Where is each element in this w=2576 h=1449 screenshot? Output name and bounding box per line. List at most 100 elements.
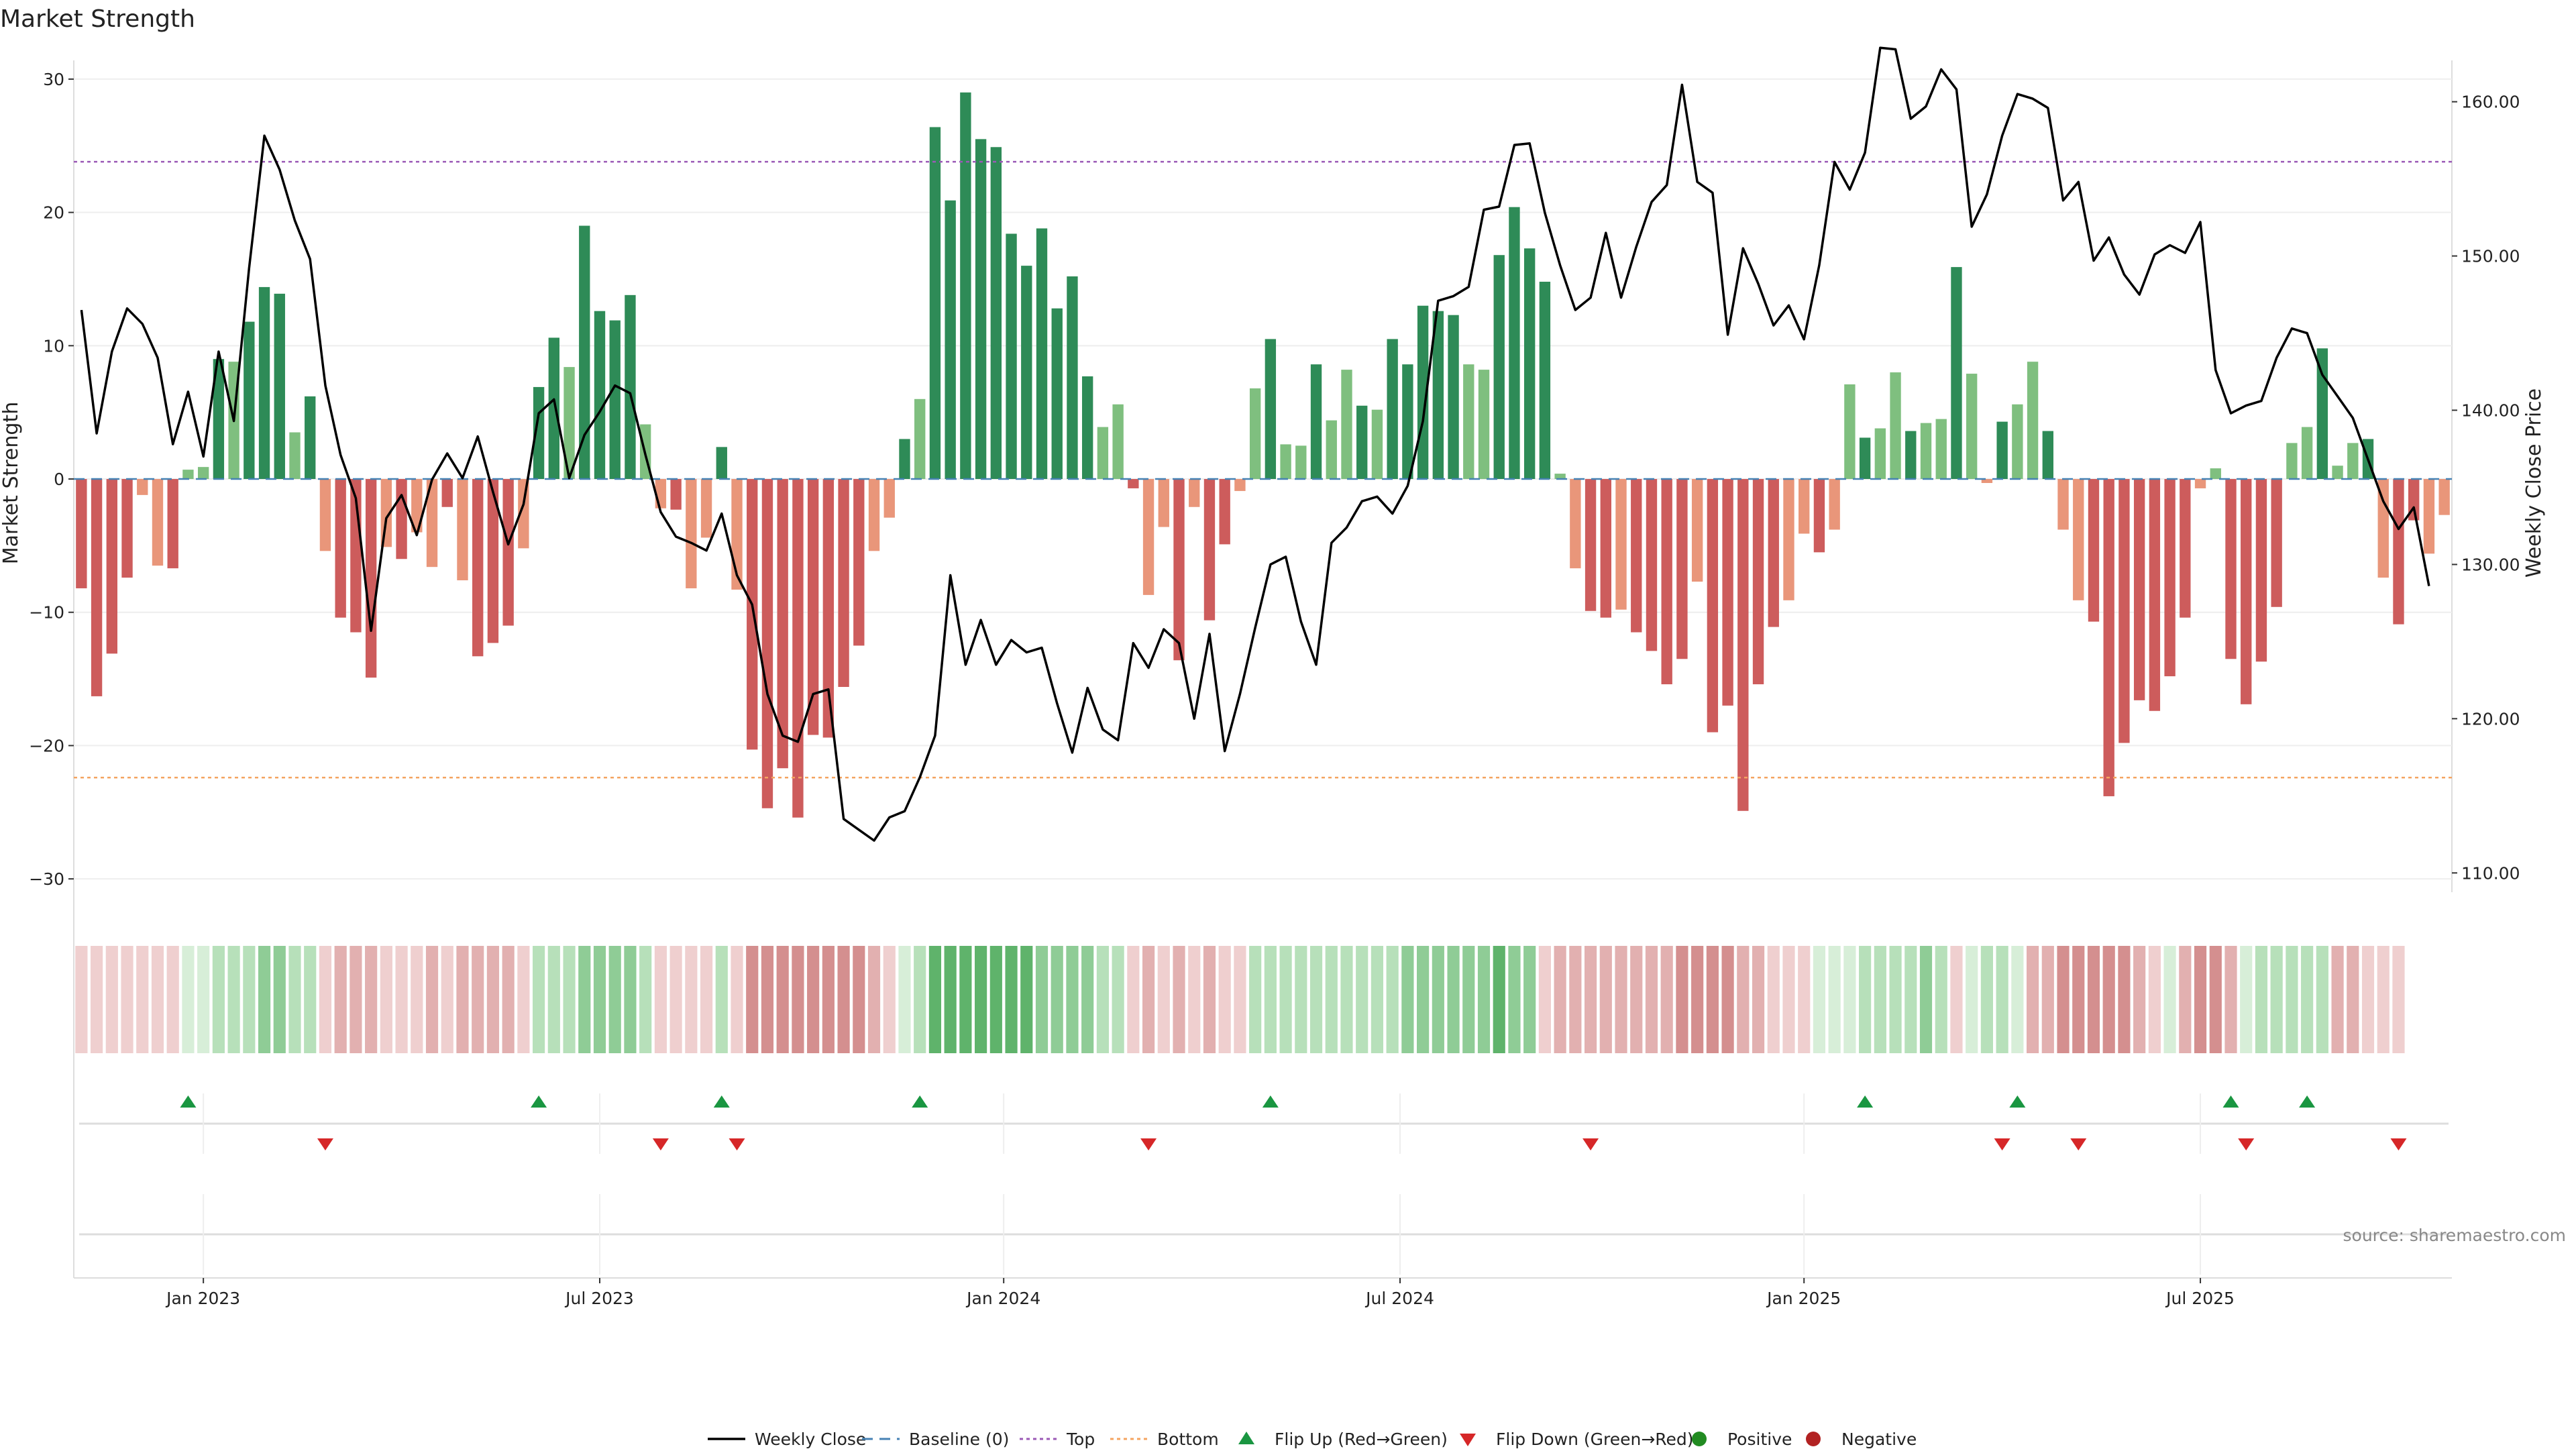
strength-bar	[472, 479, 484, 657]
heat-cell	[2194, 946, 2207, 1053]
strength-bar	[2194, 479, 2206, 488]
heat-cell	[2209, 946, 2222, 1053]
legend-label: Weekly Close	[755, 1430, 866, 1449]
heat-cell	[1599, 946, 1612, 1053]
strength-bar	[883, 479, 895, 518]
strength-bar	[335, 479, 346, 618]
strength-bar	[2255, 479, 2267, 662]
heat-cell	[1767, 946, 1780, 1053]
flip-down-marker	[317, 1138, 333, 1150]
heat-cell	[1813, 946, 1826, 1053]
strength-bar	[319, 479, 331, 551]
heat-cell	[1966, 946, 1978, 1053]
heat-cell	[1081, 946, 1094, 1053]
strength-bar	[2088, 479, 2100, 622]
strength-bar	[975, 139, 987, 480]
strength-bar	[1387, 339, 1398, 480]
heat-cell	[319, 946, 332, 1053]
heat-cell	[1279, 946, 1292, 1053]
strength-bar	[1874, 428, 1886, 480]
heat-cell	[1538, 946, 1551, 1053]
flip-down-marker	[2390, 1138, 2407, 1150]
heat-cell	[547, 946, 560, 1053]
strength-bar	[747, 479, 758, 750]
legend-swatch	[1460, 1434, 1476, 1446]
flip-down-marker	[1140, 1138, 1157, 1150]
strength-bar	[274, 293, 285, 480]
heat-cell	[1005, 946, 1018, 1053]
reference-lines	[74, 160, 2452, 779]
heat-cell	[2301, 946, 2314, 1053]
heat-cell	[975, 946, 987, 1053]
strength-bar	[1051, 308, 1063, 480]
heat-cell	[1127, 946, 1140, 1053]
strength-bar	[121, 479, 133, 578]
heat-cell	[1142, 946, 1155, 1053]
x-tick-label: Jul 2023	[564, 1289, 634, 1308]
heat-cell	[1340, 946, 1353, 1053]
strength-bar	[2073, 479, 2084, 600]
strength-bar	[1600, 479, 1611, 618]
strength-bar	[2027, 362, 2039, 480]
strength-bar	[1142, 479, 1155, 595]
heat-cell	[654, 946, 667, 1053]
strength-bar	[1128, 479, 1139, 488]
legend-label: Baseline (0)	[909, 1430, 1009, 1449]
flip-up-marker	[1262, 1095, 1279, 1108]
legend-item: Flip Down (Green→Red)	[1460, 1430, 1694, 1449]
heat-cell	[182, 946, 195, 1053]
strength-bar	[1509, 207, 1520, 480]
strength-bar	[853, 479, 865, 646]
heat-cell	[685, 946, 698, 1053]
heat-cell	[1721, 946, 1734, 1053]
heat-cell	[1249, 946, 1262, 1053]
heat-cell	[2377, 946, 2390, 1053]
heat-cell	[75, 946, 88, 1053]
flip-down-marker	[2238, 1138, 2255, 1150]
heat-cell	[792, 946, 804, 1053]
y2-tick-label: 160.00	[2461, 93, 2520, 112]
legend-item: Flip Up (Red→Green)	[1238, 1430, 1448, 1449]
strength-bar	[1158, 479, 1169, 527]
strength-bar	[1189, 479, 1200, 507]
strength-bar	[305, 396, 316, 480]
strength-bar	[716, 447, 727, 480]
strength-bar	[1783, 479, 1794, 600]
strength-bar	[182, 470, 194, 480]
flip-up-marker	[2009, 1095, 2026, 1108]
heat-cell	[1889, 946, 1902, 1053]
heat-cell	[1935, 946, 1947, 1053]
strength-bar	[426, 479, 438, 568]
strength-bar	[2438, 479, 2450, 515]
x-tick-label: Jul 2025	[2165, 1289, 2235, 1308]
heat-cell	[334, 946, 347, 1053]
strength-bar	[1265, 339, 1277, 480]
strength-bar	[441, 479, 453, 507]
heat-cell	[1173, 946, 1185, 1053]
legend: Weekly Close Baseline (0) Top Bottom Flip Up…	[708, 1430, 1917, 1449]
heat-cell	[989, 946, 1002, 1053]
strength-bar	[1356, 405, 1368, 480]
heat-cell	[1203, 946, 1216, 1053]
strength-bar	[548, 337, 559, 480]
strength-bar	[365, 479, 377, 678]
heat-cell	[1447, 946, 1460, 1053]
strength-bar	[76, 479, 87, 588]
heat-cell	[807, 946, 820, 1053]
strength-bar	[2286, 443, 2298, 480]
strength-bar	[1295, 445, 1307, 480]
heat-cell	[1218, 946, 1231, 1053]
strength-bar	[1676, 479, 1688, 659]
heat-cell	[1782, 946, 1795, 1053]
strength-bar	[1539, 281, 1551, 480]
heat-cell	[1295, 946, 1307, 1053]
flip-up-marker	[531, 1095, 547, 1108]
strength-bar	[1615, 479, 1627, 610]
y-tick-label: −20	[29, 736, 64, 755]
heat-cell	[2286, 946, 2298, 1053]
strength-bar	[457, 479, 468, 581]
heat-cell	[441, 946, 453, 1053]
heat-cell	[1523, 946, 1536, 1053]
heat-cell	[2331, 946, 2344, 1053]
